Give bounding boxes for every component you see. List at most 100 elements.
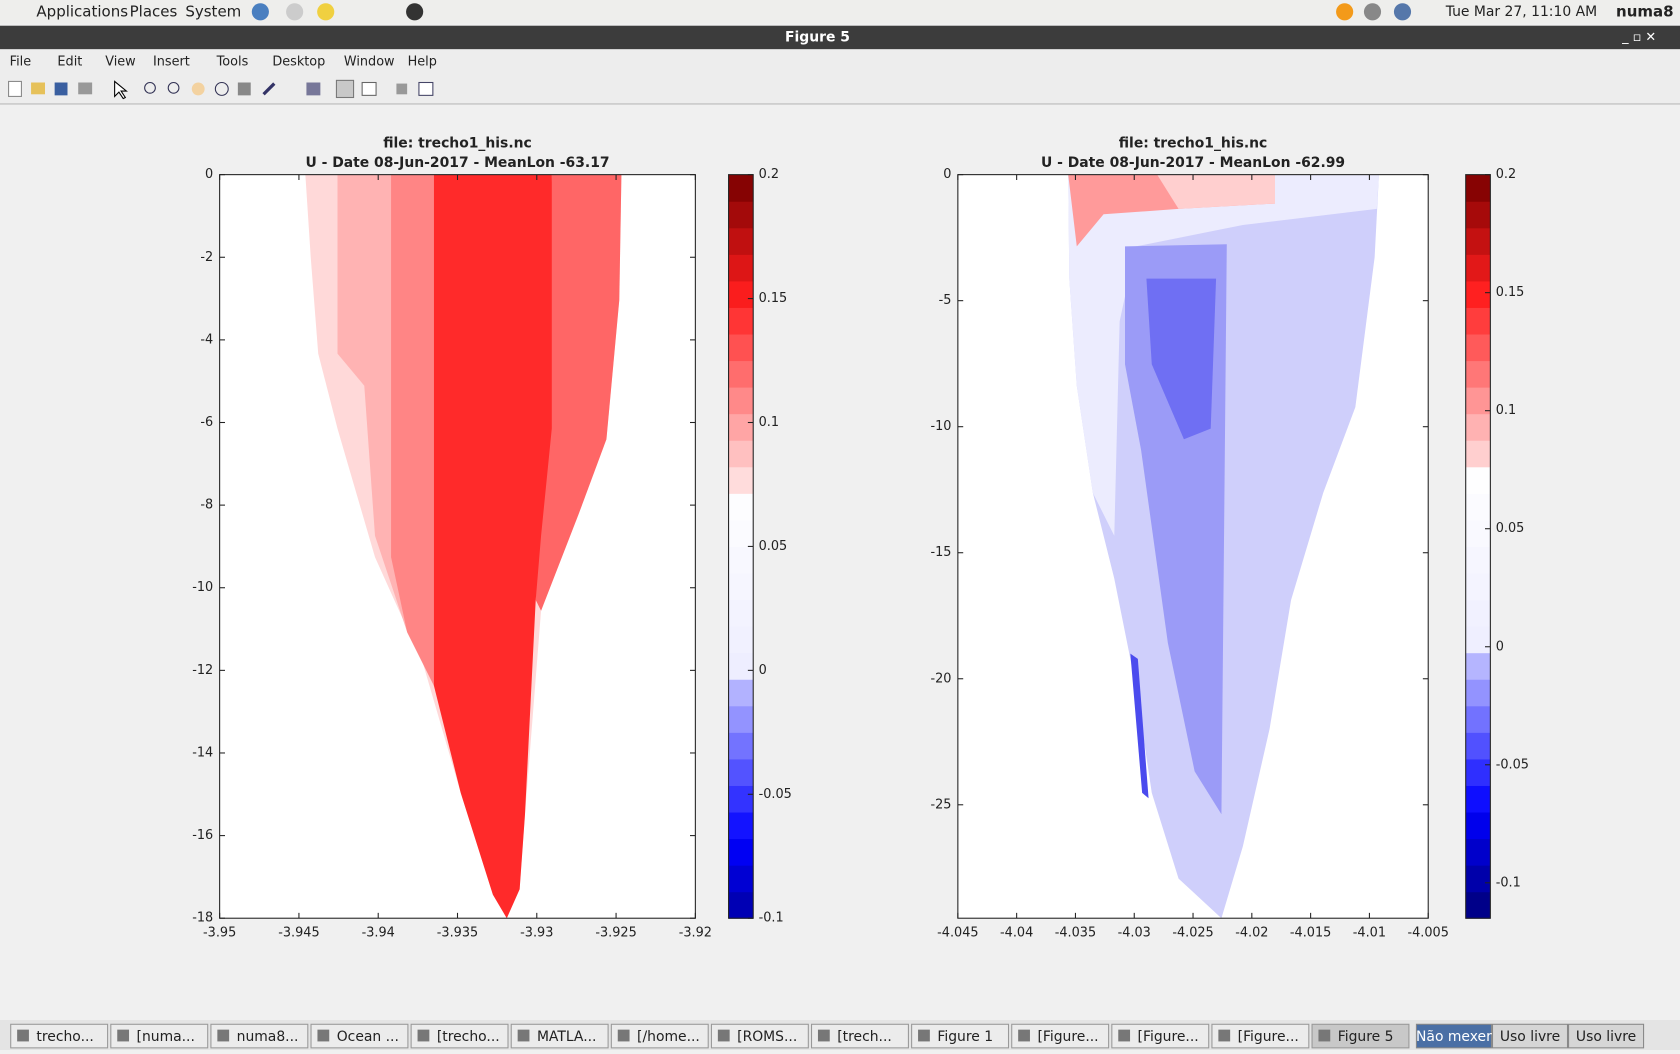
- colorbar-band: [1465, 811, 1491, 840]
- x-tick-label: -3.95: [203, 926, 236, 941]
- x-tick-label: -3.945: [278, 926, 319, 941]
- task-button[interactable]: [710, 1023, 809, 1049]
- task-button[interactable]: [1311, 1023, 1410, 1049]
- panel-icon[interactable]: [286, 3, 304, 21]
- colorbar-band: [728, 307, 754, 335]
- task-icon: [717, 1029, 730, 1042]
- colorbar-band: [728, 201, 754, 229]
- colorbar-band: [1465, 174, 1491, 202]
- task-button[interactable]: [1111, 1023, 1210, 1049]
- task-button[interactable]: [1011, 1023, 1110, 1049]
- x-tick-label: -3.925: [595, 926, 636, 941]
- y-tick-label: -5: [939, 293, 952, 308]
- colorbar-band: [1465, 440, 1491, 468]
- menu-item[interactable]: Edit: [57, 55, 82, 70]
- panel-menu[interactable]: Applications: [36, 2, 128, 20]
- colorbar-band: [728, 572, 754, 601]
- colorbar-tick-label: 0: [759, 663, 767, 678]
- task-label: [/home...: [637, 1029, 700, 1045]
- colorbar-band: [1465, 865, 1491, 893]
- colorbar-band: [1465, 572, 1491, 601]
- menu-item[interactable]: Desktop: [272, 55, 325, 70]
- y-tick-label: -18: [192, 911, 213, 926]
- colorbar-box: [1465, 174, 1491, 919]
- panel-icon[interactable]: [251, 3, 269, 21]
- x-tick-label: -3.93: [520, 926, 553, 941]
- colorbar-band: [728, 493, 754, 521]
- colorbar-band: [728, 891, 754, 919]
- colorbar-band: [728, 360, 754, 388]
- colorbar-band: [728, 838, 754, 866]
- workspace-label: Uso livre: [1576, 1029, 1636, 1045]
- task-button[interactable]: [1211, 1023, 1310, 1049]
- task-button[interactable]: [911, 1023, 1010, 1049]
- colorbar-band: [1465, 891, 1491, 919]
- toolbar: [8, 79, 434, 100]
- colorbar-band: [1465, 387, 1491, 415]
- panel-icon[interactable]: [317, 3, 335, 21]
- task-button[interactable]: [110, 1023, 209, 1049]
- colorbar-band: [1465, 254, 1491, 282]
- colorbar-tick-label: 0.2: [759, 167, 779, 182]
- panel-icon[interactable]: [406, 3, 424, 21]
- colorbar-tick-label: -0.05: [1496, 757, 1529, 772]
- menu-item[interactable]: Tools: [216, 55, 249, 70]
- colorbar-band: [1465, 679, 1491, 707]
- task-icon: [617, 1029, 630, 1042]
- panel-icon[interactable]: [1336, 3, 1354, 21]
- colorbar-band: [1465, 466, 1491, 494]
- x-tick-label: -4.025: [1172, 926, 1213, 941]
- y-tick-label: -15: [930, 545, 951, 560]
- task-button[interactable]: [810, 1023, 909, 1049]
- x-tick-label: -4.02: [1235, 926, 1268, 941]
- task-label: [trecho...: [437, 1029, 500, 1045]
- panel-icon[interactable]: [1393, 3, 1412, 21]
- colorbar-tick-label: -0.1: [759, 911, 784, 926]
- task-icon: [317, 1029, 330, 1042]
- task-icon: [918, 1029, 930, 1042]
- task-label: Figure 5: [1338, 1029, 1394, 1045]
- y-tick-label: -4: [200, 332, 213, 347]
- task-button[interactable]: [10, 1023, 109, 1049]
- colorbar-band: [1465, 652, 1491, 680]
- task-icon: [817, 1029, 830, 1042]
- menu-item[interactable]: Help: [408, 55, 437, 70]
- task-button[interactable]: [310, 1023, 409, 1049]
- colorbar-band: [1465, 307, 1491, 335]
- window-controls[interactable]: _ ▫ ✕: [1621, 30, 1656, 45]
- workspace[interactable]: [1491, 1023, 1569, 1049]
- task-label: [Figure...: [1138, 1029, 1199, 1045]
- colorbar-band: [728, 626, 754, 654]
- workspace[interactable]: [1415, 1023, 1492, 1049]
- task-icon: [417, 1029, 430, 1042]
- plot-title: U - Date 08-Jun-2017 - MeanLon -62.99: [1041, 155, 1345, 171]
- colorbar-tick-label: 0.15: [1496, 285, 1525, 300]
- panel-menu[interactable]: System: [185, 2, 241, 20]
- task-label: [Figure...: [1238, 1029, 1299, 1045]
- user: numa8: [1616, 2, 1674, 20]
- menu-item[interactable]: View: [105, 55, 135, 70]
- panel-icon[interactable]: [1363, 3, 1382, 21]
- colorbar-band: [728, 599, 754, 627]
- task-button[interactable]: [610, 1023, 709, 1049]
- menu-item[interactable]: File: [10, 55, 32, 70]
- colorbar-band: [728, 865, 754, 893]
- task-button[interactable]: [510, 1023, 609, 1049]
- plot-title: file: trecho1_his.nc: [383, 136, 532, 152]
- panel-menu[interactable]: Places: [130, 2, 178, 20]
- menu-item[interactable]: Insert: [153, 55, 190, 70]
- task-icon: [1118, 1029, 1131, 1042]
- workspace[interactable]: [1568, 1023, 1645, 1049]
- task-button[interactable]: [210, 1023, 309, 1049]
- toolbar-area: [0, 49, 1680, 105]
- y-tick-label: -10: [930, 419, 951, 434]
- task-label: Figure 1: [937, 1029, 993, 1045]
- x-tick-label: -4.01: [1353, 926, 1386, 941]
- colorbar-band: [728, 705, 754, 733]
- task-button[interactable]: [410, 1023, 509, 1049]
- colorbar-tick-label: -0.05: [759, 787, 792, 802]
- plot-title: U - Date 08-Jun-2017 - MeanLon -63.17: [305, 155, 609, 171]
- menu-item[interactable]: Window: [344, 55, 395, 70]
